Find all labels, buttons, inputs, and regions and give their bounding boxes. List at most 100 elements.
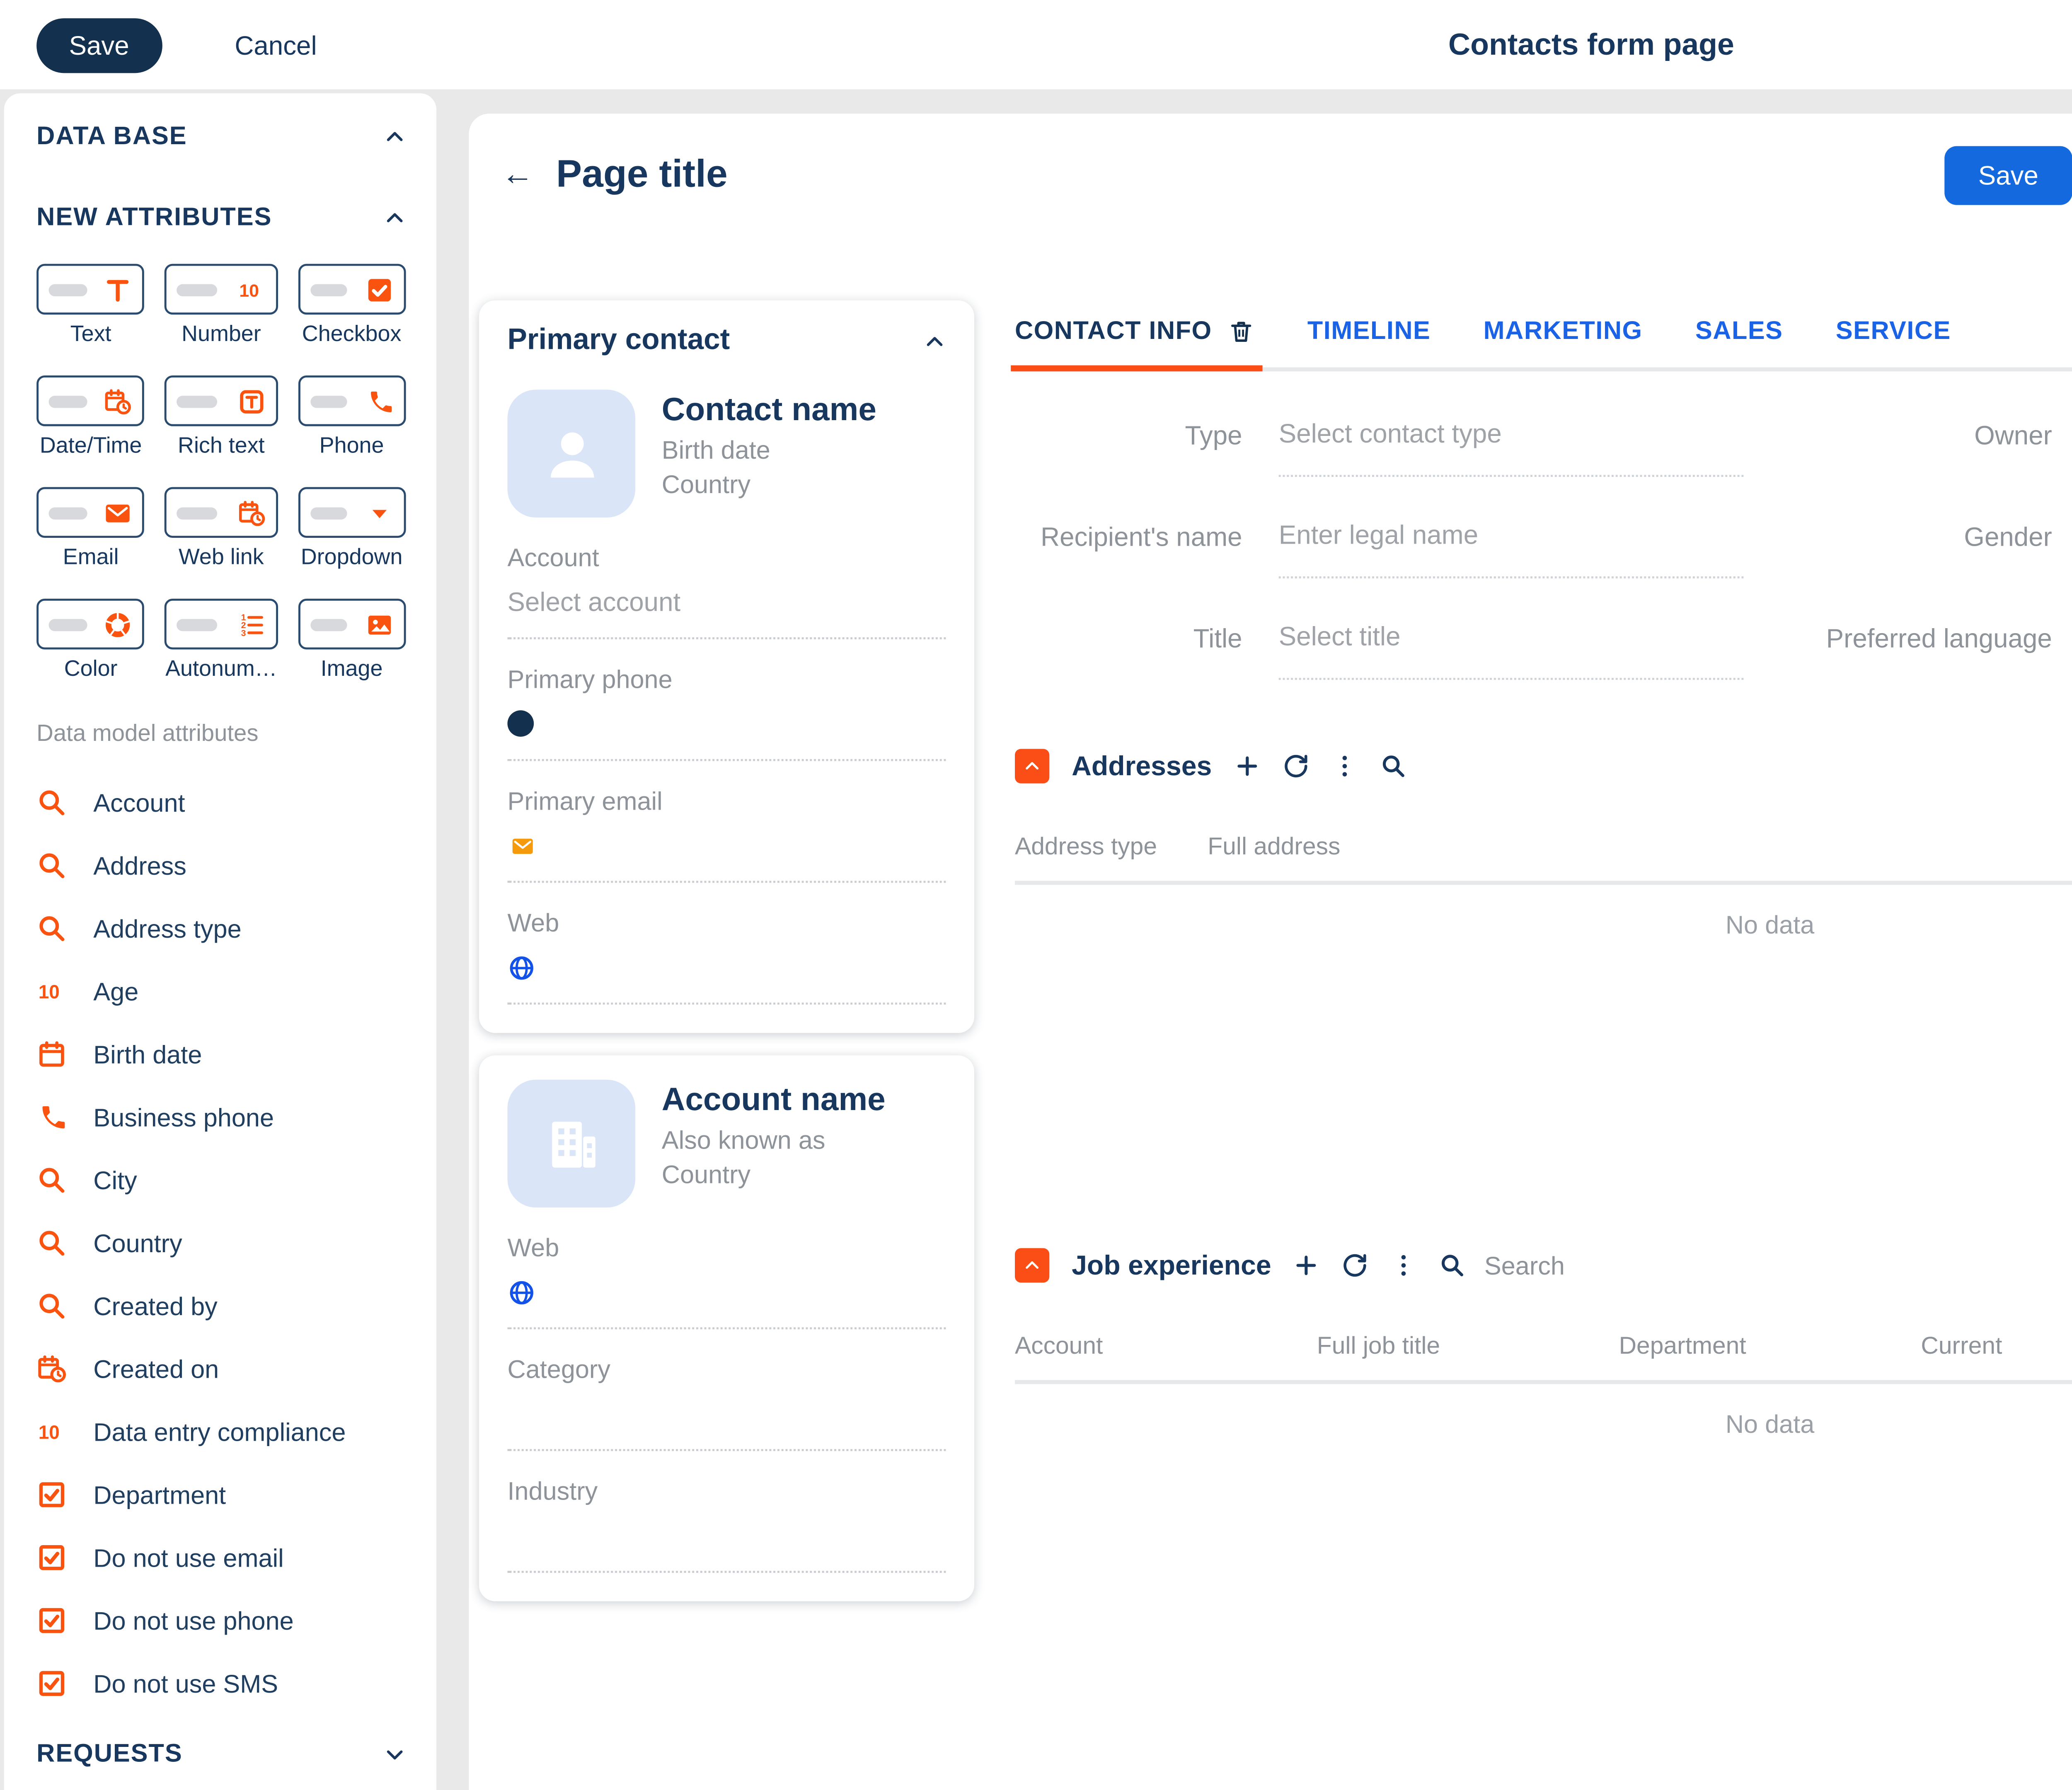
data-model-attribute-item[interactable]: Business phone [36, 1086, 406, 1149]
job-menu-icon[interactable] [1391, 1252, 1418, 1279]
data-model-attribute-item[interactable]: Do not use email [36, 1526, 406, 1589]
record-save-button[interactable]: Save [1944, 146, 2072, 205]
data-model-attribute-item[interactable]: 10 Age [36, 960, 406, 1023]
tile-type-icon [237, 498, 265, 527]
attribute-tile[interactable]: Web link [165, 487, 277, 570]
industry-field[interactable]: Industry [507, 1478, 946, 1573]
primary-email-field[interactable]: Primary email [507, 787, 946, 883]
data-model-attribute-item[interactable]: Do not use SMS [36, 1652, 406, 1715]
primary-phone-field[interactable]: Primary phone [507, 666, 946, 761]
back-arrow-icon[interactable]: ← [501, 157, 534, 192]
attribute-type-icon [36, 1165, 67, 1195]
attribute-tile[interactable]: Text [36, 264, 145, 347]
attribute-type-icon [36, 1102, 67, 1132]
account-field-placeholder[interactable]: Select account [507, 586, 681, 617]
page-title: Page title [556, 153, 728, 196]
attribute-label: Address type [93, 914, 242, 943]
account-field[interactable]: Account Select account [507, 544, 946, 639]
attribute-tile[interactable]: Date/Time [36, 375, 145, 459]
primary-contact-card[interactable]: Primary contact Contact name Birth date … [479, 300, 975, 1033]
tab[interactable]: CONTACT INFO [1011, 317, 1263, 372]
addresses-search-icon[interactable] [1380, 753, 1407, 779]
tab[interactable]: SERVICE [1836, 317, 1951, 345]
cancel-button[interactable]: Cancel [223, 27, 329, 62]
recipients-name-field[interactable]: Recipient's name Enter legal name [1015, 520, 1744, 578]
attribute-label: Do not use SMS [93, 1669, 278, 1698]
tab[interactable]: MARKETING [1484, 317, 1643, 345]
data-model-attribute-item[interactable]: Address type [36, 897, 406, 960]
save-button[interactable]: Save [36, 17, 162, 72]
attribute-tile[interactable]: Email [36, 487, 145, 570]
data-model-attribute-item[interactable]: City [36, 1149, 406, 1212]
gender-field[interactable]: Gender Select gender [1796, 520, 2072, 578]
data-model-attribute-item[interactable]: Address [36, 834, 406, 897]
attribute-tile[interactable]: Phone [297, 375, 406, 459]
data-model-attribute-item[interactable]: Account [36, 771, 406, 834]
job-search-icon[interactable] [1440, 1252, 1466, 1279]
section-new-attributes[interactable]: NEW ATTRIBUTES [36, 203, 406, 232]
addresses-menu-icon[interactable] [1331, 753, 1358, 779]
attribute-tile[interactable]: Checkbox [297, 264, 406, 347]
preferred-language-field[interactable]: Preferred language Select language [1796, 621, 2072, 680]
account-avatar[interactable] [507, 1079, 636, 1208]
contact-avatar[interactable] [507, 389, 636, 518]
attribute-tile[interactable]: 10 Number [165, 264, 277, 347]
column-address-type[interactable]: Address type [1015, 832, 1157, 861]
attribute-tile[interactable]: Dropdown [297, 487, 406, 570]
industry-value[interactable] [508, 1518, 946, 1553]
account-web-field[interactable]: Web [507, 1234, 946, 1330]
tile-type-icon [104, 387, 133, 415]
data-model-attribute-item[interactable]: Country [36, 1212, 406, 1275]
data-model-attribute-item[interactable]: Department [36, 1463, 406, 1526]
data-model-attribute-item[interactable]: Do not use phone [36, 1589, 406, 1652]
attribute-tile[interactable]: Image [297, 598, 406, 682]
column-department[interactable]: Department [1619, 1331, 1746, 1360]
add-address-icon[interactable] [1234, 753, 1261, 779]
category-field[interactable]: Category [507, 1356, 946, 1451]
add-job-icon[interactable] [1293, 1252, 1320, 1279]
type-placeholder[interactable]: Select contact type [1278, 418, 1744, 477]
data-model-attribute-item[interactable]: Birth date [36, 1023, 406, 1086]
data-model-attribute-item[interactable]: Created by [36, 1275, 406, 1338]
tab[interactable]: SALES [1695, 317, 1783, 345]
job-search-placeholder[interactable]: Search [1484, 1251, 1565, 1280]
type-field[interactable]: Type Select contact type [1015, 418, 1744, 477]
refresh-job-icon[interactable] [1342, 1252, 1369, 1279]
attribute-label: Business phone [93, 1103, 274, 1132]
tile-preview [165, 375, 277, 426]
attribute-type-icon [36, 787, 67, 818]
title-placeholder[interactable]: Select title [1278, 621, 1744, 680]
attribute-tile[interactable]: Rich text [165, 375, 277, 459]
owner-field[interactable]: Owner Select owner [1796, 418, 2072, 477]
category-value[interactable] [508, 1396, 946, 1431]
component-library-sidebar: DATA BASE NEW ATTRIBUTES Text 10 Number [4, 93, 437, 1790]
account-card[interactable]: Account name Also known as Country Web C… [479, 1055, 975, 1601]
web-field[interactable]: Web [507, 909, 946, 1005]
account-country: Country [661, 1161, 751, 1190]
primary-contact-card-header[interactable]: Primary contact [508, 325, 946, 357]
recipients-name-placeholder[interactable]: Enter legal name [1278, 520, 1744, 578]
preferred-language-label: Preferred language [1826, 623, 2052, 654]
delete-tab-icon[interactable] [1228, 318, 1255, 344]
section-new-attributes-label: NEW ATTRIBUTES [36, 203, 272, 232]
column-full-address[interactable]: Full address [1208, 832, 1341, 861]
title-field[interactable]: Title Select title [1015, 621, 1744, 680]
section-requests[interactable]: REQUESTS [36, 1739, 406, 1768]
column-account[interactable]: Account [1015, 1331, 1103, 1360]
addresses-table-header: Address type Full address Primary [1015, 832, 2072, 861]
tile-preview [36, 375, 145, 426]
account-also-known-as: Also known as [661, 1126, 825, 1155]
refresh-addresses-icon[interactable] [1283, 753, 1310, 779]
addresses-collapse-badge[interactable] [1015, 749, 1050, 784]
data-model-attribute-item[interactable]: 10 Data entry compliance [36, 1401, 406, 1463]
data-model-attribute-item[interactable]: Created on [36, 1338, 406, 1401]
job-collapse-badge[interactable] [1015, 1248, 1050, 1283]
tab[interactable]: TIMELINE [1307, 317, 1431, 345]
column-current[interactable]: Current [1921, 1331, 2002, 1360]
tile-placeholder-pill [48, 506, 87, 519]
column-full-job-title[interactable]: Full job title [1317, 1331, 1440, 1360]
section-database[interactable]: DATA BASE [36, 122, 406, 150]
attribute-tile[interactable]: Color [36, 598, 145, 682]
